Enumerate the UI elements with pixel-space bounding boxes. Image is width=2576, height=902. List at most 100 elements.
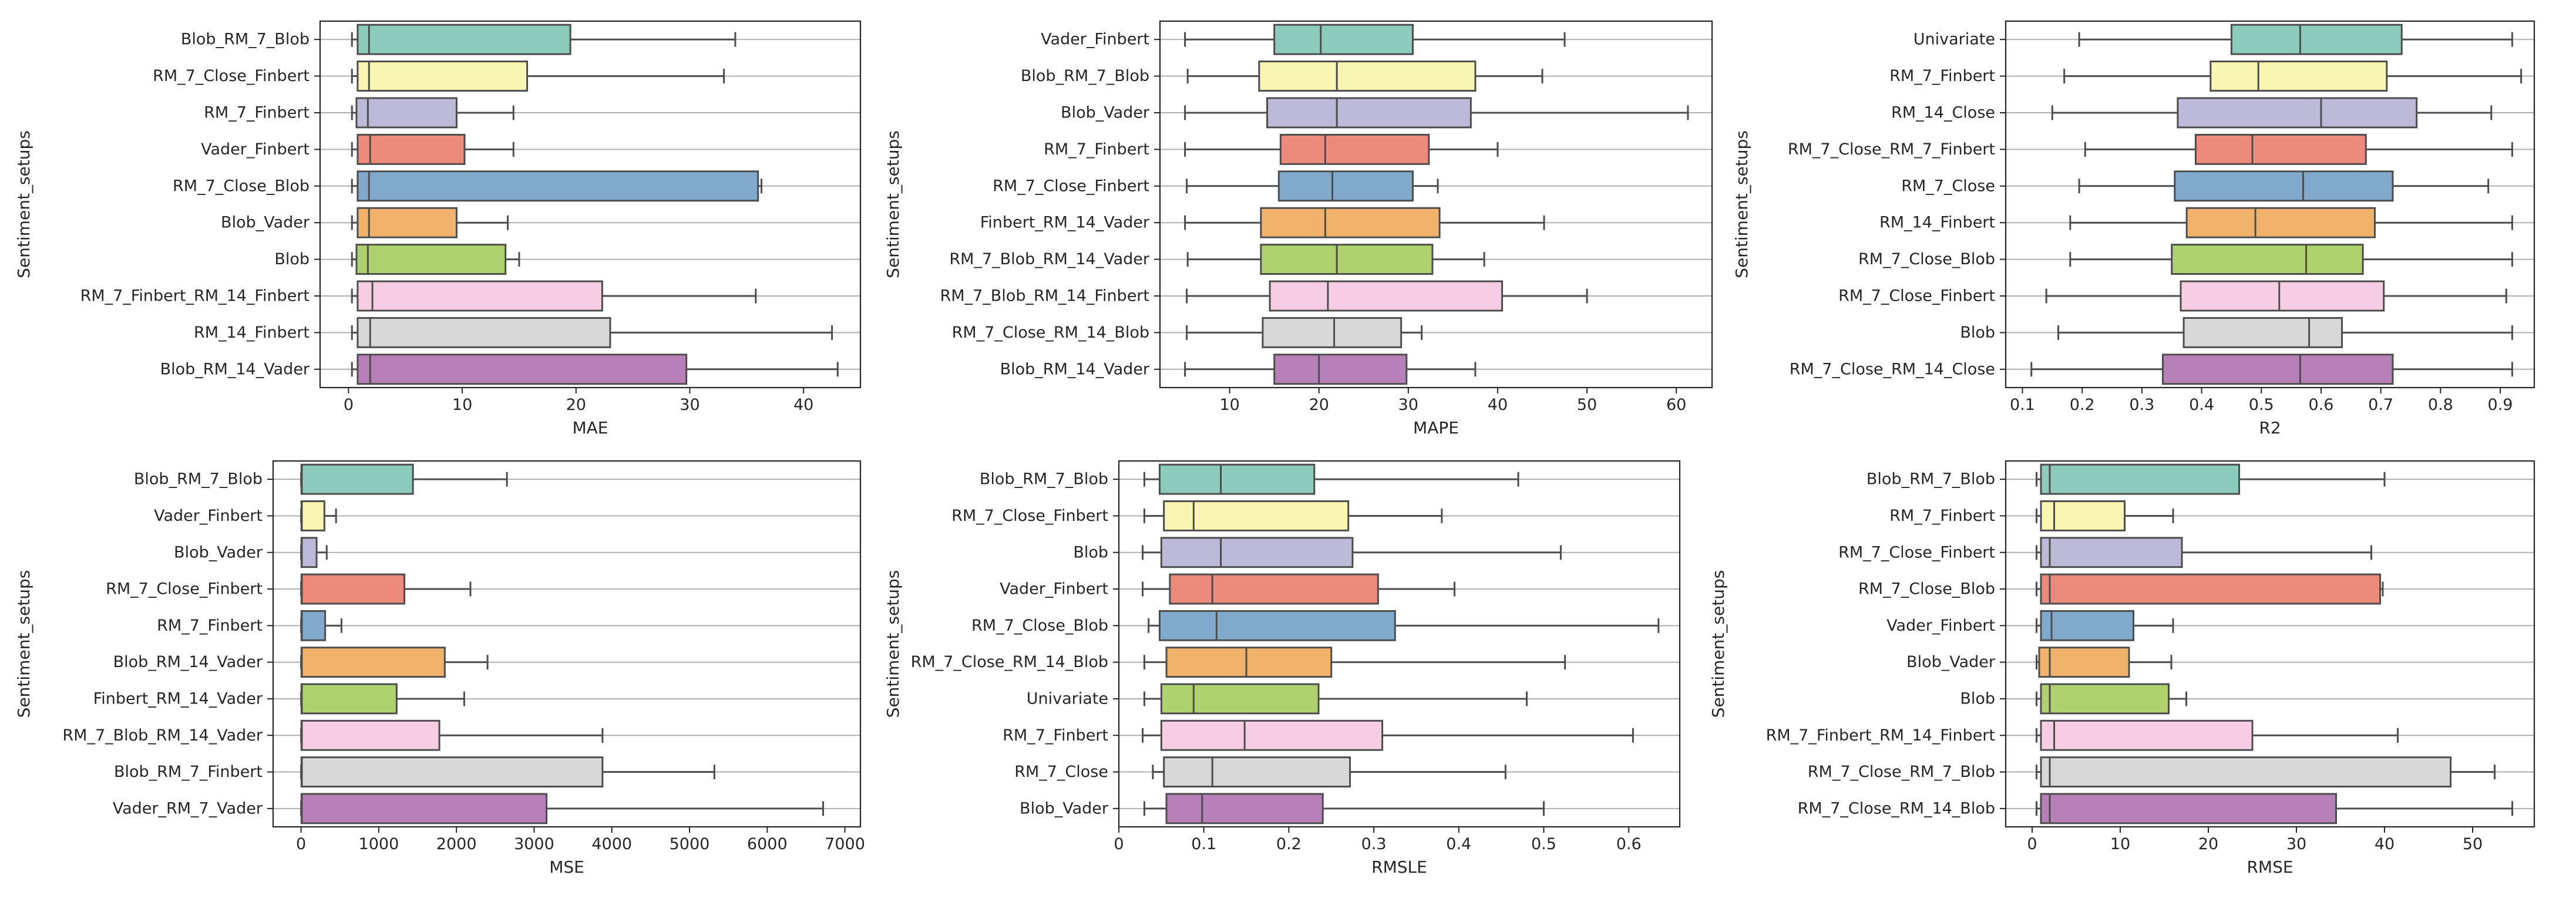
r2-axes-frame (2005, 20, 2535, 389)
rmsle-category-label: Blob_RM_7_Blob (980, 470, 1108, 489)
rmse-category-label: RM_7_Close_RM_7_Blob (1808, 763, 1995, 781)
mae-box-RM_14_Finbert (351, 317, 833, 348)
r2-box-RM_7_Close_RM_14_Close (2030, 354, 2513, 385)
mse-box-Vader_RM_7_Vader (300, 793, 825, 824)
mae-xtick-label: 0 (344, 396, 354, 414)
rmse-xtick-label: 40 (2375, 835, 2395, 853)
mae-category-label: Blob_Vader (221, 214, 310, 232)
mae-box-RM_7_Close_Finbert (351, 60, 725, 92)
mape-xtick-label: 40 (1488, 396, 1508, 414)
mape-xtick-label: 10 (1219, 396, 1239, 414)
rmse-xtick-label: 0 (2027, 835, 2037, 853)
mape-box-RM_7_Close_Finbert (1186, 170, 1439, 202)
rmsle-category-label: Vader_Finbert (1000, 580, 1108, 598)
r2-xtick-label: 0.4 (2189, 396, 2214, 414)
mape-xtick-label: 60 (1666, 396, 1686, 414)
rmsle-category-label: RM_7_Close_RM_14_Blob (911, 653, 1108, 671)
rmsle-xtick-label: 0.2 (1276, 835, 1302, 853)
mse-box-Blob_RM_14_Vader (300, 647, 489, 678)
iqr-box (1266, 97, 1472, 129)
rmsle-category-label: RM_7_Close_Blob (971, 617, 1108, 635)
mse-category-label: Blob_Vader (174, 543, 263, 561)
rmsle-boxplot-panel: Blob_RM_7_Blob RM_7_Close_Finbert Blob Vade… (883, 460, 1681, 877)
iqr-box (300, 537, 318, 568)
mae-category-label: Blob (274, 250, 310, 268)
mape-category-label: Vader_Finbert (1041, 31, 1149, 49)
iqr-box (300, 793, 548, 824)
mae-category-label: RM_7_Close_Blob (173, 177, 310, 195)
iqr-box (1160, 683, 1320, 715)
rmsle-xtick-label: 0 (1114, 835, 1124, 853)
iqr-box (355, 244, 507, 275)
rmsle-category-label: Univariate (1027, 689, 1108, 708)
mape-category-label: Blob_Vader (1061, 104, 1150, 122)
mape-box-RM_7_Blob_RM_14_Vader (1186, 244, 1485, 275)
mae-y-axis-label: Sentiment_setups (14, 130, 33, 278)
rmsle-xtick-label: 0.4 (1446, 835, 1471, 853)
iqr-box (1273, 354, 1408, 385)
mape-box-RM_7_Close_RM_14_Blob (1186, 317, 1423, 348)
iqr-box (1160, 537, 1354, 568)
mse-box-Blob_RM_7_Finbert (300, 756, 715, 787)
rmse-category-label: RM_7_Close_Blob (1858, 580, 1995, 598)
iqr-box (2161, 354, 2394, 385)
iqr-box (1273, 23, 1414, 55)
iqr-box (1262, 317, 1403, 348)
mape-box-Vader_Finbert (1184, 23, 1566, 55)
r2-xtick-label: 0.2 (2070, 396, 2095, 414)
r2-category-label: Univariate (1913, 31, 1995, 49)
iqr-box (300, 719, 440, 751)
rmse-xtick-label: 30 (2286, 835, 2306, 853)
mae-category-label: Blob_RM_7_Blob (181, 31, 310, 49)
r2-category-label: RM_7_Close_Finbert (1838, 287, 1995, 305)
iqr-box (1158, 610, 1396, 641)
r2-category-label: RM_7_Close_RM_7_Finbert (1788, 140, 1995, 159)
mse-boxplot-panel: Blob_RM_7_Blob Vader_Finbert Blob_Vader RM_… (14, 460, 865, 877)
r2-category-label: Blob (1960, 324, 1995, 342)
mae-boxplot-panel: Blob_RM_7_Blob RM_7_Close_Finbert RM_7_Fin… (14, 20, 862, 437)
r2-category-label: RM_7_Finbert (1889, 67, 1995, 85)
r2-box-Univariate (2078, 23, 2513, 55)
mse-box-Finbert_RM_14_Vader (300, 683, 465, 715)
mse-box-RM_7_Finbert (300, 610, 342, 641)
iqr-box (1169, 573, 1379, 605)
iqr-box (1158, 463, 1316, 495)
rmsle-box-Univariate (1143, 683, 1528, 715)
mae-box-Blob_RM_14_Vader (351, 354, 839, 385)
rmsle-box-Vader_Finbert (1142, 573, 1456, 605)
iqr-box (1163, 500, 1350, 531)
iqr-box (2040, 610, 2134, 641)
mse-xtick-label: 4000 (591, 835, 632, 853)
iqr-box (1277, 170, 1414, 202)
mape-category-label: Blob_RM_7_Blob (1021, 67, 1149, 85)
iqr-box (300, 683, 398, 715)
mape-xtick-label: 30 (1398, 396, 1418, 414)
iqr-box (300, 610, 327, 641)
rmse-box-RM_7_Close_RM_14_Blob (2036, 793, 2513, 824)
rmse-category-label: RM_7_Close_RM_14_Blob (1798, 799, 1995, 817)
iqr-box (300, 756, 604, 787)
rmse-category-label: RM_7_Finbert (1889, 507, 1995, 525)
rmse-category-label: RM_7_Finbert_RM_14_Finbert (1766, 726, 1995, 745)
mae-category-label: Blob_RM_14_Vader (160, 360, 310, 378)
mape-box-Finbert_RM_14_Vader (1184, 207, 1545, 238)
rmse-box-RM_7_Finbert_RM_14_Finbert (2036, 719, 2399, 751)
rmsle-box-RM_7_Close_Finbert (1143, 500, 1443, 531)
mae-axes-frame (319, 20, 862, 389)
mape-y-axis-label: Sentiment_setups (883, 130, 903, 278)
rmse-category-label: RM_7_Close_Finbert (1838, 543, 1995, 561)
mae-xtick-label: 20 (566, 396, 586, 414)
iqr-box (2038, 647, 2130, 678)
rmse-axes-frame (2005, 460, 2535, 828)
iqr-box (2040, 463, 2240, 495)
iqr-box (2230, 23, 2403, 55)
mape-box-Blob_Vader (1184, 97, 1689, 129)
r2-box-RM_7_Close_Finbert (2045, 280, 2507, 312)
mape-category-label: Finbert_RM_14_Vader (980, 214, 1150, 232)
iqr-box (357, 23, 571, 55)
mse-category-label: Blob_RM_7_Blob (134, 470, 263, 489)
iqr-box (355, 97, 458, 129)
rmsle-box-RM_7_Close_RM_14_Blob (1143, 647, 1566, 678)
mape-box-RM_7_Blob_RM_14_Finbert (1186, 280, 1588, 312)
rmsle-xtick-label: 0.3 (1361, 835, 1387, 853)
